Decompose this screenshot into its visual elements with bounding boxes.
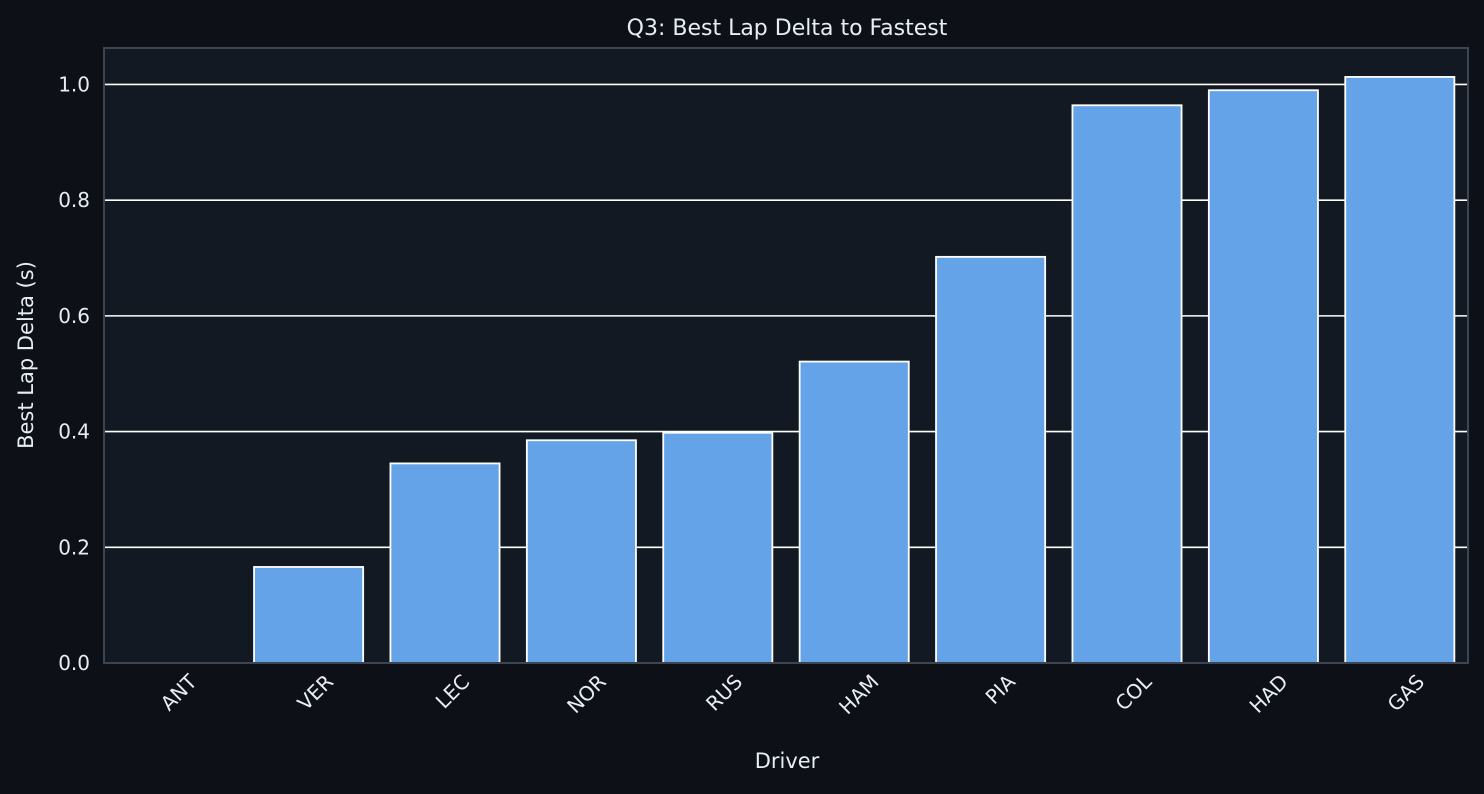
- y-tick-labels: 0.0 0.2 0.4 0.6 0.8 1.0: [58, 72, 90, 675]
- y-tick-label: 1.0: [58, 72, 90, 96]
- y-tick-label: 0.6: [58, 304, 90, 328]
- plot-frame: [103, 47, 1469, 664]
- bars: [253, 76, 1456, 664]
- bar-lec: [389, 462, 501, 664]
- y-tick-label: 0.4: [58, 420, 90, 444]
- bar-pia: [935, 255, 1047, 664]
- y-tick-label: 0.2: [58, 535, 90, 559]
- bar-nor: [525, 439, 637, 664]
- bar-rus: [662, 431, 774, 664]
- y-axis-label: Best Lap Delta (s): [14, 261, 38, 449]
- y-tick-label: 0.8: [58, 188, 90, 212]
- bar-col: [1071, 104, 1183, 664]
- chart-title: Q3: Best Lap Delta to Fastest: [627, 16, 948, 41]
- bar-ver: [253, 566, 365, 664]
- bar-had: [1207, 89, 1319, 664]
- x-axis-label: Driver: [755, 749, 820, 773]
- y-tick-label: 0.0: [58, 651, 90, 675]
- bar-ham: [798, 360, 910, 664]
- bar-gas: [1344, 76, 1456, 664]
